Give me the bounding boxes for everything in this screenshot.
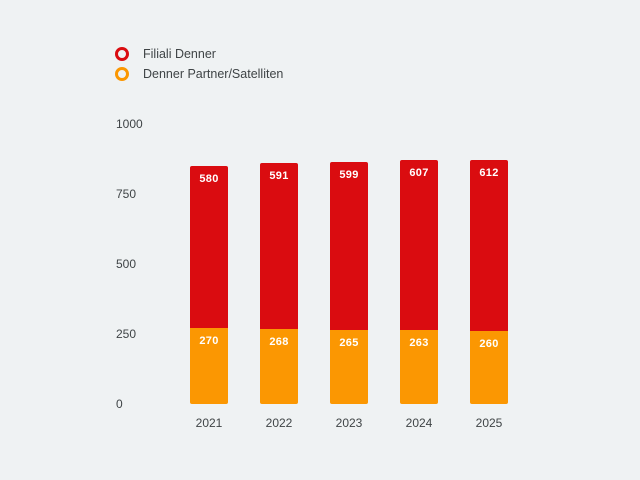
bar-segment-denner-partner: 268 (260, 328, 298, 404)
bar-segment-denner-partner: 260 (470, 331, 508, 404)
y-axis-tick-label: 750 (116, 187, 137, 201)
y-axis-tick-label: 0 (116, 397, 123, 411)
bar-segment-denner-partner: 263 (400, 330, 438, 404)
x-axis-year-label: 2021 (195, 416, 223, 430)
legend-ring-icon-red (115, 46, 129, 61)
legend-ring-icon-orange (115, 66, 129, 81)
bar-value-label-red: 612 (479, 166, 499, 179)
x-axis-year-label: 2025 (475, 416, 503, 430)
bar-value-label-orange: 270 (199, 335, 219, 348)
legend: Filiali Denner Denner Partner/Satelliten (115, 46, 283, 86)
bar-value-label-red: 591 (269, 170, 289, 183)
bar-segment-denner-partner: 270 (190, 328, 228, 404)
legend-label: Filiali Denner (143, 46, 216, 61)
y-axis-tick-label: 1000 (116, 117, 143, 131)
bar-value-label-red: 580 (199, 173, 219, 185)
bar-value-label-red: 607 (409, 167, 429, 180)
bar-value-label-orange: 263 (409, 337, 429, 350)
bar-segment-filiali-denner: 599 (330, 162, 368, 330)
bar-value-label-red: 599 (339, 169, 359, 182)
x-axis-year-label: 2022 (265, 416, 293, 430)
legend-item-denner-partner: Denner Partner/Satelliten (115, 66, 283, 81)
x-axis-year-label: 2024 (405, 416, 433, 430)
bar-value-label-orange: 265 (339, 336, 359, 349)
bar-segment-filiali-denner: 612 (470, 159, 508, 332)
x-axis-year-label: 2023 (335, 416, 363, 430)
bar-value-label-orange: 268 (269, 335, 289, 348)
bar-value-label-orange: 260 (479, 338, 499, 351)
bar-segment-filiali-denner: 591 (260, 163, 298, 329)
bar-segment-filiali-denner: 607 (400, 160, 438, 331)
bar-segment-denner-partner: 265 (330, 329, 368, 404)
legend-label: Denner Partner/Satelliten (143, 66, 284, 81)
y-axis-tick-label: 250 (116, 327, 137, 341)
legend-item-filiali-denner: Filiali Denner (115, 46, 283, 61)
y-axis-tick-label: 500 (116, 257, 137, 271)
bar-segment-filiali-denner: 580 (190, 166, 228, 329)
